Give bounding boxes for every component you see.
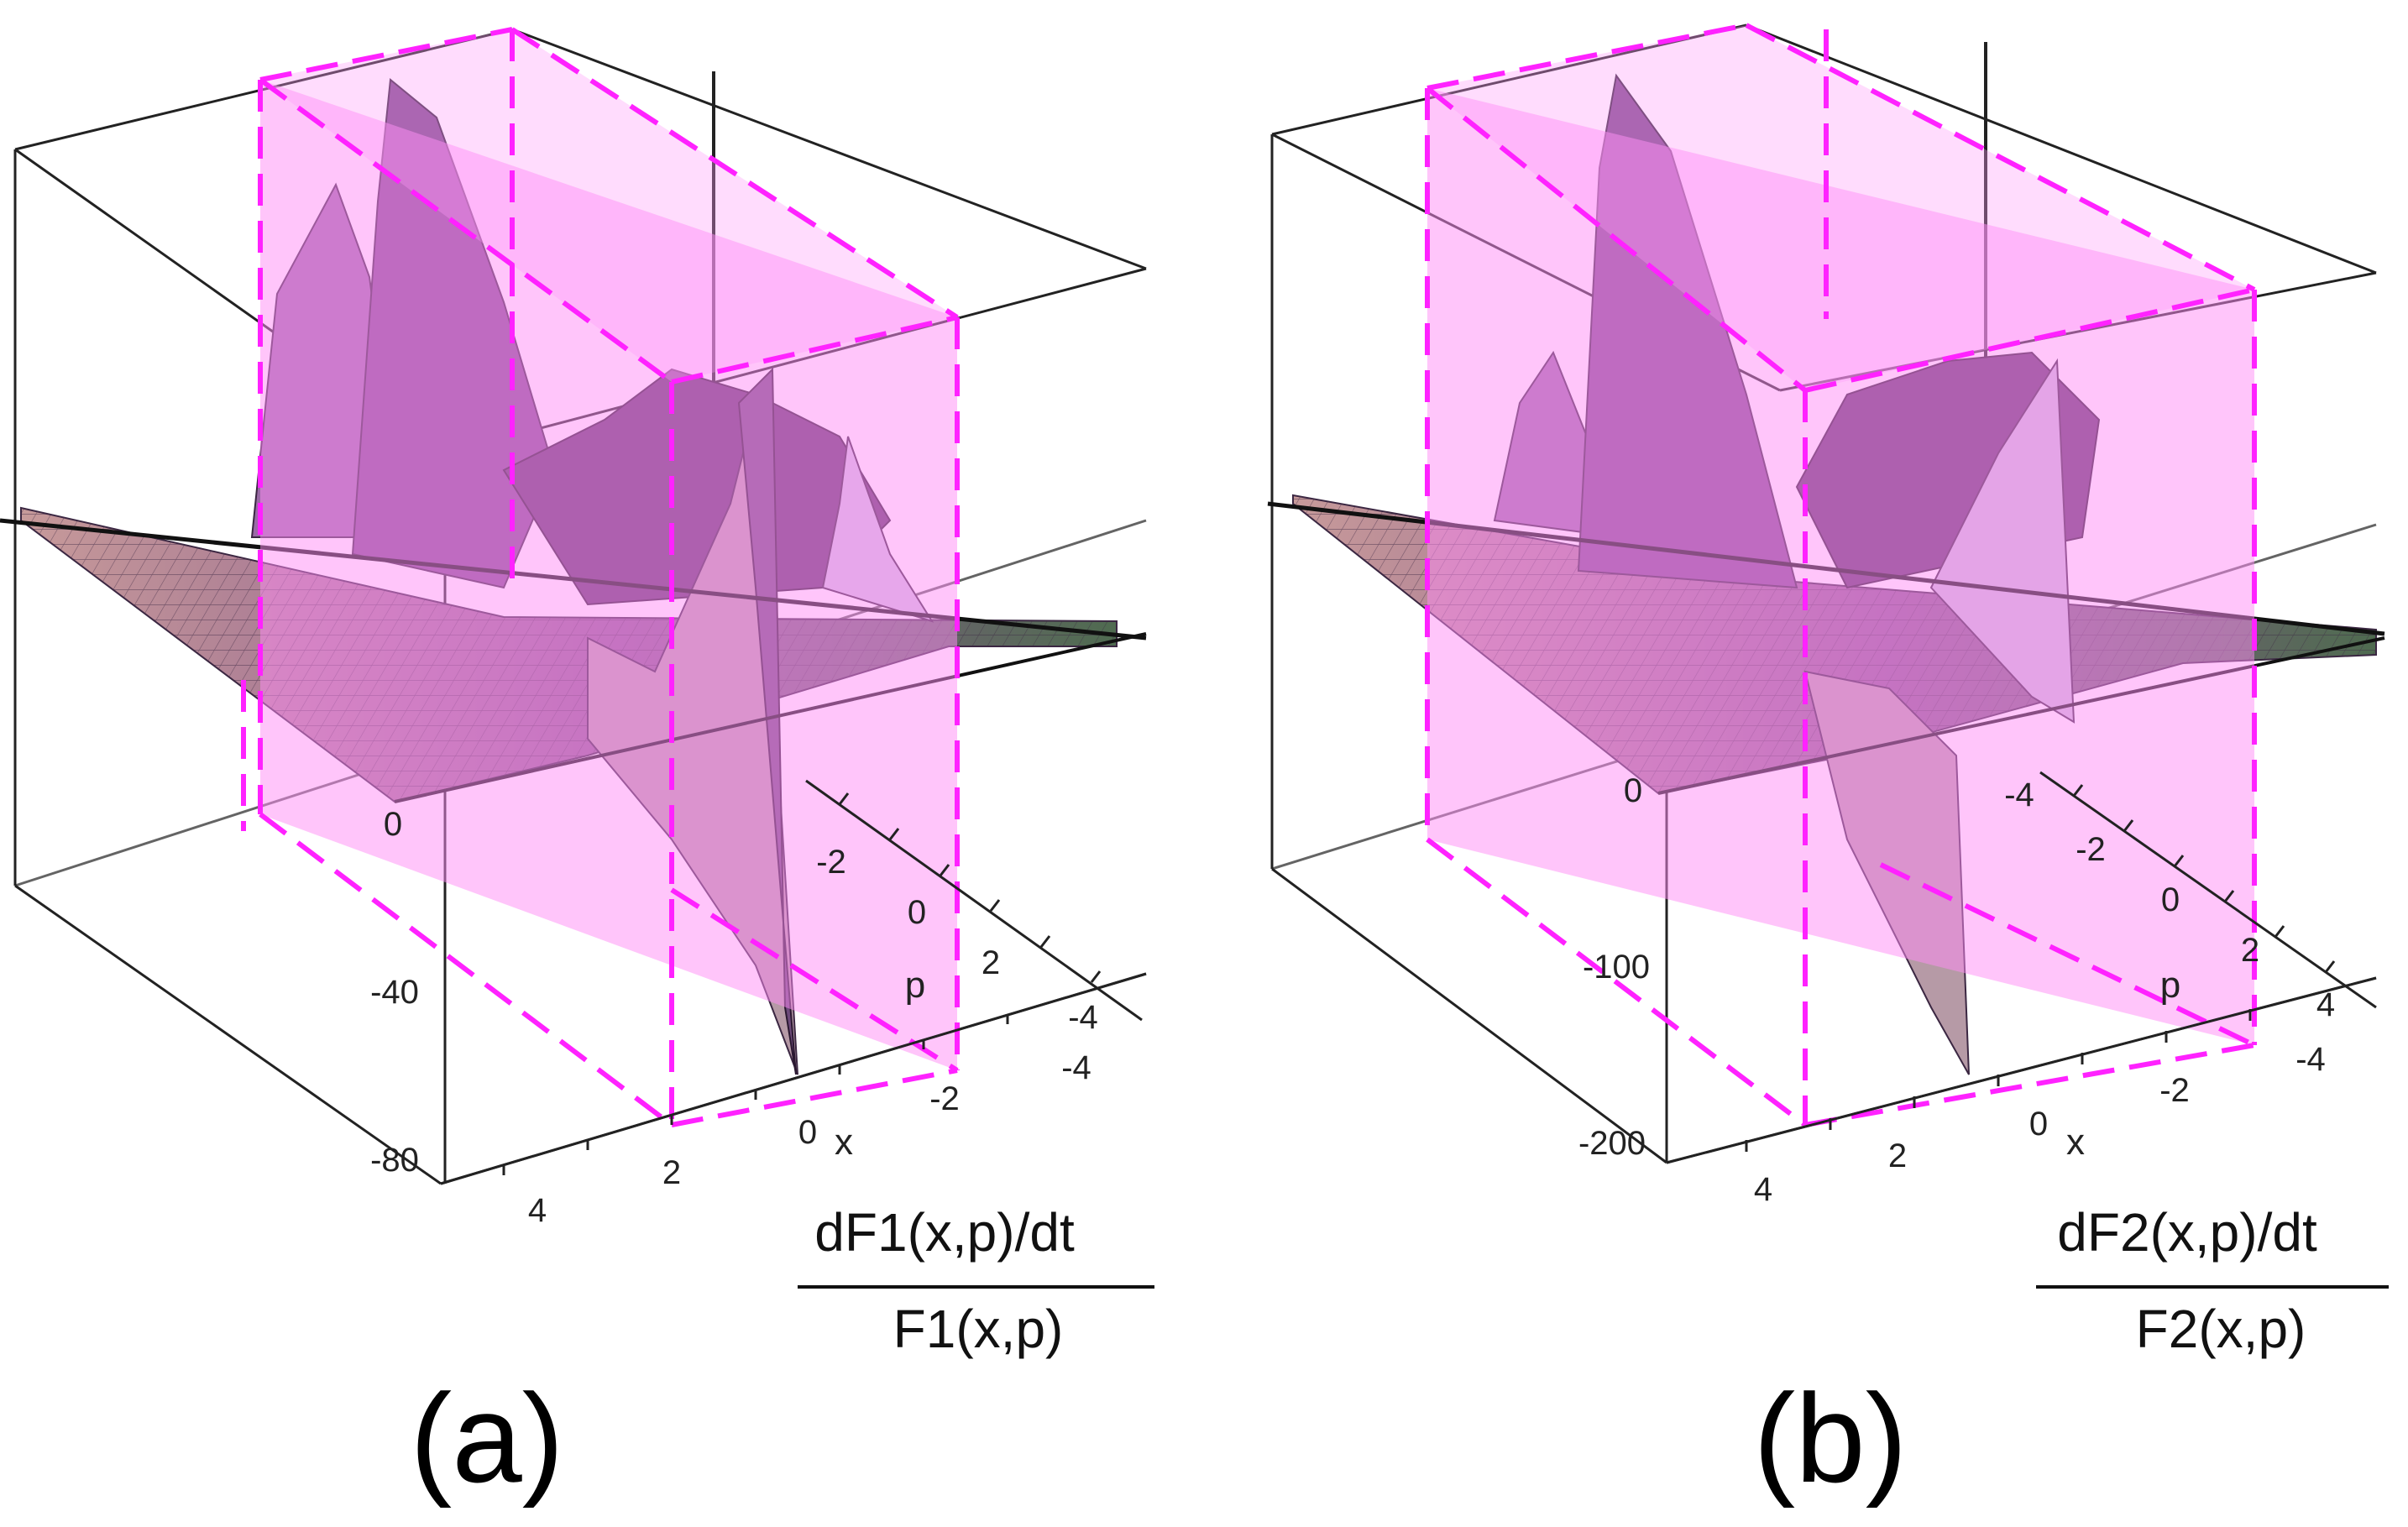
z-tick-b-1: -100 [1583, 949, 1650, 986]
z-tick-b-0: 0 [1624, 772, 1642, 809]
x-axis-ticks-a [440, 972, 1147, 1185]
x-axis-label-b: x [2066, 1122, 2085, 1163]
panel-b: 0 -100 -200 4 2 0 -2 -4 x -4 -2 0 2 4 p … [1267, 23, 2389, 1509]
z-tick-a-2: -80 [370, 1142, 419, 1179]
panel-a: 0 -40 -80 4 2 0 -2 -4 x -4 -2 0 2 4 p dF… [0, 27, 1154, 1509]
p-axis-label-b: p [2160, 965, 2180, 1006]
p-tick-a-2: 0 [908, 894, 926, 931]
x-tick-a-2: 0 [798, 1114, 817, 1151]
p-tick-b-3: 2 [2241, 932, 2259, 969]
p-axis-ticks-b [2039, 771, 2377, 1009]
p-tick-b-2: 0 [2161, 881, 2180, 918]
p-tick-b-0: -4 [2004, 777, 2034, 813]
x-tick-b-0: 4 [1754, 1171, 1772, 1208]
highlight-plane-b [1425, 23, 2257, 1127]
z-tick-b-2: -200 [1578, 1125, 1646, 1162]
z-tick-a-0: 0 [384, 806, 402, 843]
x-tick-a-4: -4 [1061, 1049, 1091, 1086]
p-tick-b-1: -2 [2076, 831, 2106, 868]
x-tick-b-4: -4 [2295, 1041, 2326, 1078]
z-label-denominator-b: F2(x,p) [2136, 1299, 2306, 1359]
p-axis-ticks-a [805, 779, 1143, 1022]
p-axis-label-a: p [905, 965, 925, 1006]
x-tick-a-0: 4 [528, 1192, 547, 1229]
z-label-numerator-a: dF1(x,p)/dt [814, 1202, 1075, 1263]
x-axis-label-a: x [835, 1122, 853, 1163]
p-tick-b-4: 4 [2316, 986, 2335, 1023]
x-tick-a-1: 2 [662, 1154, 681, 1191]
x-tick-a-3: -2 [929, 1080, 960, 1117]
highlight-plane-a [241, 27, 960, 1127]
x-tick-b-3: -2 [2159, 1072, 2190, 1109]
z-tick-a-1: -40 [370, 974, 419, 1011]
x-tick-b-2: 0 [2029, 1106, 2048, 1143]
p-tick-a-3: 2 [982, 944, 1000, 981]
p-tick-a-1: -2 [816, 844, 846, 881]
panel-label-b: (b) [1753, 1368, 1907, 1509]
x-tick-b-1: 2 [1888, 1137, 1907, 1174]
z-label-numerator-b: dF2(x,p)/dt [2057, 1202, 2317, 1263]
x-axis-ticks-b [1666, 976, 2377, 1164]
z-label-denominator-a: F1(x,p) [893, 1299, 1064, 1359]
p-tick-a-0: -4 [1068, 999, 1098, 1036]
panel-label-a: (a) [410, 1368, 563, 1509]
